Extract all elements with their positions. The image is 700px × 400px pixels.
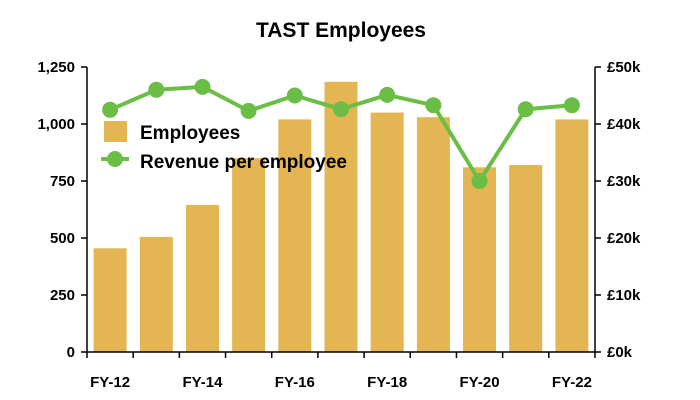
bar-employees-fy-12 [93,248,127,352]
y-left-tick-label: 500 [50,230,75,247]
y-left-tick-label: 0 [67,344,75,361]
bar-employees-fy-21 [509,165,543,352]
point-revenue-fy-20 [471,173,488,189]
legend-label-employees: Employees [140,123,240,144]
x-tick-label: FY-16 [275,374,315,391]
x-tick-label: FY-14 [182,374,223,391]
point-revenue-fy-22 [563,97,580,114]
legend-label-revenue-per-employee: Revenue per employee [140,152,347,173]
bar-employees-fy-19 [416,117,450,352]
bar-employees-fy-14 [186,204,219,352]
y-left-tick-label: 1,250 [37,59,75,76]
point-revenue-fy-15 [240,102,257,119]
point-revenue-fy-21 [517,101,534,118]
y-right-tick-label: £50k [607,59,641,76]
bar-employees-fy-13 [139,236,173,352]
y-left-tick-label: 750 [50,173,75,190]
point-revenue-fy-13 [148,81,165,98]
bars-layer [93,81,589,353]
point-revenue-fy-16 [286,87,303,104]
bar-employees-fy-22 [555,119,589,353]
point-revenue-fy-14 [194,78,211,95]
point-revenue-fy-19 [425,97,442,114]
x-tick-label: FY-20 [460,374,500,391]
line-layer [102,78,580,189]
bar-employees-fy-20 [463,167,496,352]
y-right-tick-label: £10k [607,287,641,304]
y-left-tick-label: 1,000 [37,116,75,133]
y-right-tick-label: £0k [607,344,633,361]
chart-title: TAST Employees [256,19,426,42]
point-revenue-fy-18 [379,86,396,103]
y-left-tick-label: 250 [50,287,75,304]
bar-employees-fy-18 [370,112,404,352]
x-tick-label: FY-18 [367,374,407,391]
bar-employees-fy-16 [278,119,312,353]
x-tick-label: FY-22 [552,374,592,391]
legend: Employees Revenue per employee [101,121,347,173]
legend-line-marker [107,151,123,167]
bar-employees-fy-15 [232,158,266,352]
axes-layer: 0 250 500 750 1,000 1,250 £0k £10k £20k £30k £40k £… [37,59,641,391]
legend-bar-swatch [104,121,127,142]
y-right-tick-label: £40k [607,116,641,133]
x-tick-label: FY-12 [90,374,130,391]
y-right-tick-label: £30k [607,173,641,190]
point-revenue-fy-17 [333,101,349,118]
y-right-tick-label: £20k [607,230,641,247]
point-revenue-fy-12 [102,101,119,118]
bar-employees-fy-17 [324,81,358,353]
